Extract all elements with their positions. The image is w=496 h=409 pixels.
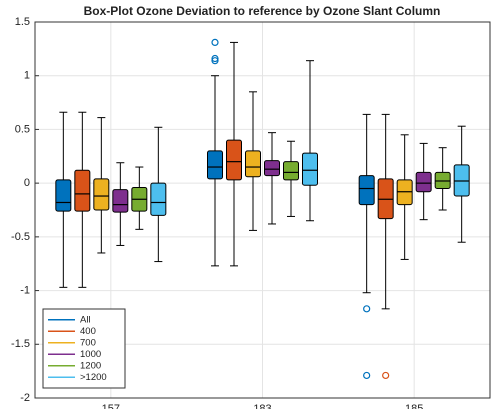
legend-label: All xyxy=(80,314,91,325)
box xyxy=(358,175,375,206)
y-tick-label: 0.5 xyxy=(15,123,30,135)
legend-box xyxy=(42,308,126,389)
box xyxy=(245,150,261,178)
axes-box xyxy=(34,21,491,399)
x-tick-label: 157 xyxy=(102,403,120,409)
box xyxy=(55,179,72,212)
box xyxy=(112,189,129,213)
legend-label: 700 xyxy=(80,337,96,348)
box xyxy=(207,150,223,180)
legend-label: >1200 xyxy=(80,372,107,383)
outlier xyxy=(382,371,390,380)
box xyxy=(283,161,299,181)
x-tick-label: 185 xyxy=(405,403,423,409)
box xyxy=(264,160,280,177)
x-tick-label: 183 xyxy=(253,403,271,409)
outlier xyxy=(363,371,371,380)
y-tick-label: -0.5 xyxy=(11,231,30,243)
outlier xyxy=(211,54,219,63)
box xyxy=(415,171,432,193)
y-tick-label: 1 xyxy=(24,70,30,82)
legend-label: 1200 xyxy=(80,360,101,371)
legend-label: 400 xyxy=(80,326,96,337)
y-tick-label: 1.5 xyxy=(15,16,30,28)
box xyxy=(226,139,242,181)
outlier xyxy=(363,305,371,313)
outlier xyxy=(211,57,219,65)
box xyxy=(302,152,318,186)
chart-title: Box-Plot Ozone Deviation to reference by… xyxy=(84,4,441,18)
y-tick-label: -2 xyxy=(20,392,30,404)
box xyxy=(93,178,110,211)
box xyxy=(150,182,167,216)
box xyxy=(74,169,91,212)
legend-label: 1000 xyxy=(80,349,101,360)
y-tick-label: -1 xyxy=(20,284,30,296)
y-tick-label: -1.5 xyxy=(11,338,30,350)
y-tick-label: 0 xyxy=(24,177,30,189)
outlier xyxy=(211,38,219,47)
